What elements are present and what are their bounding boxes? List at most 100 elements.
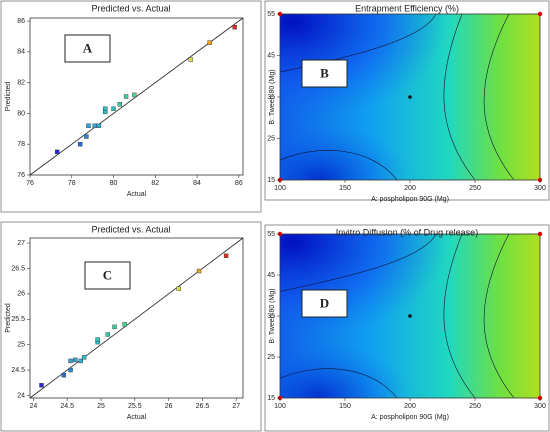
- chart-title: Predicted vs. Actual: [91, 224, 170, 234]
- point: [96, 123, 102, 128]
- x-tick-label: 27: [232, 403, 240, 410]
- y-tick-label: 26.5: [11, 265, 25, 272]
- point: [73, 357, 78, 363]
- point: [132, 92, 137, 98]
- x-tick-label: 200: [404, 403, 416, 410]
- panel-border: [264, 0, 550, 201]
- x-tick-label: 78: [68, 180, 76, 187]
- y-tick-label: 15: [267, 395, 275, 402]
- panel-label-box: [301, 59, 348, 88]
- y-tick-label: 26: [17, 291, 25, 298]
- x-tick-label: 24.5: [60, 403, 74, 410]
- y-tick-label: 45: [267, 52, 275, 59]
- contour-line: [443, 13, 476, 181]
- point: [81, 355, 87, 360]
- y-axis-label: Predicted: [5, 303, 12, 333]
- x-tick-label: 100: [274, 185, 286, 192]
- point: [196, 268, 202, 274]
- x-axis-label: Actual: [127, 191, 147, 198]
- x-tick-label: 100: [274, 403, 286, 410]
- y-tick-label: 86: [17, 18, 25, 25]
- point: [84, 134, 89, 139]
- x-tick-label: 26.5: [196, 403, 210, 410]
- panel-label-box: [64, 34, 111, 63]
- point: [117, 101, 122, 107]
- point: [111, 106, 116, 112]
- x-tick-label: 26: [165, 403, 173, 410]
- x-tick-label: 76: [26, 180, 34, 187]
- point: [68, 367, 73, 373]
- y-tick-label: 25: [267, 135, 275, 142]
- center-point: [408, 95, 412, 99]
- panel-label-box: [301, 289, 348, 318]
- y-tick-label: 55: [267, 231, 275, 238]
- fit-line: [29, 237, 244, 399]
- x-tick-label: 300: [534, 403, 546, 410]
- panel-border: [0, 0, 262, 213]
- point: [86, 123, 91, 128]
- y-tick-label: 35: [267, 94, 275, 101]
- y-tick-label: 15: [267, 177, 275, 184]
- x-tick-label: 84: [193, 180, 201, 187]
- panel-border: [264, 224, 550, 432]
- point: [188, 57, 193, 62]
- x-tick-label: 80: [110, 180, 118, 187]
- point: [207, 40, 212, 45]
- point: [78, 358, 83, 364]
- point: [95, 337, 100, 342]
- x-tick-label: 24: [29, 403, 37, 410]
- x-axis-label: A: pospholipon 90G (Mg): [371, 414, 449, 421]
- x-tick-label: 150: [339, 185, 351, 192]
- chart-title: Entrapment Efficiency (%): [355, 3, 459, 13]
- y-tick-label: 27: [17, 240, 25, 247]
- design-point: [537, 11, 543, 17]
- point: [122, 322, 127, 327]
- point: [39, 383, 44, 388]
- x-tick-label: 86: [235, 180, 243, 187]
- y-tick-label: 78: [17, 141, 25, 148]
- panel-label: B: [320, 65, 329, 80]
- y-tick-label: 45: [267, 272, 275, 279]
- y-axis-label: B: Tween 80 (Mg): [269, 69, 276, 124]
- y-tick-label: 35: [267, 313, 275, 320]
- design-point: [537, 231, 543, 237]
- point: [92, 123, 97, 128]
- x-tick-label: 150: [339, 403, 351, 410]
- point: [102, 106, 108, 112]
- point: [176, 286, 181, 291]
- point: [232, 25, 237, 30]
- y-tick-label: 24: [17, 392, 25, 399]
- contour-line: [279, 368, 398, 399]
- y-tick-label: 25.5: [11, 316, 25, 323]
- y-axis-label: B: Tween 80 (Mg): [269, 288, 276, 343]
- contour-line: [279, 150, 398, 181]
- panel-label: D: [320, 295, 329, 310]
- x-axis-label: A: pospholipon 90G (Mg): [371, 196, 449, 203]
- x-tick-label: 200: [404, 185, 416, 192]
- panel-label: A: [83, 40, 93, 55]
- x-tick-label: 250: [469, 403, 481, 410]
- contour-line: [483, 233, 515, 399]
- panel-border: [0, 221, 262, 432]
- center-point: [408, 314, 412, 318]
- y-tick-label: 84: [17, 49, 25, 56]
- y-tick-label: 24.5: [11, 367, 25, 374]
- point: [223, 253, 229, 258]
- contour-line: [443, 233, 476, 399]
- chart-title: Predicted vs. Actual: [91, 3, 170, 13]
- x-axis-label: Actual: [127, 414, 147, 421]
- point: [77, 142, 83, 147]
- y-axis-label: Predicted: [5, 82, 12, 112]
- y-tick-label: 82: [17, 79, 25, 86]
- panel-label-box: [84, 261, 131, 290]
- y-tick-label: 80: [17, 110, 25, 117]
- point: [105, 332, 110, 337]
- point: [54, 149, 60, 155]
- y-tick-label: 25: [17, 342, 25, 349]
- x-tick-label: 82: [151, 180, 159, 187]
- panel-label: C: [103, 267, 112, 282]
- point: [68, 358, 73, 364]
- chart-title: Invitro Diffusion (% of Drug release): [336, 227, 478, 237]
- point: [112, 324, 117, 330]
- y-tick-label: 76: [17, 172, 25, 179]
